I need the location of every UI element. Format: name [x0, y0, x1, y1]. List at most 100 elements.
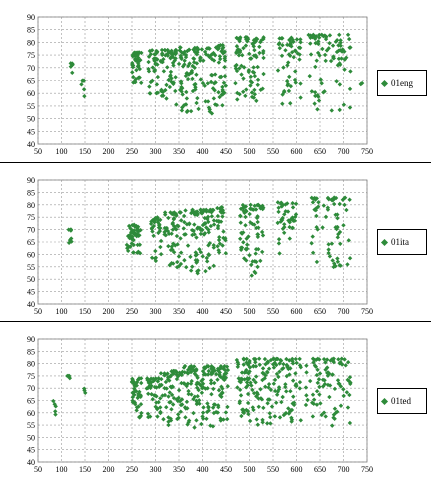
x-tick-label: 450: [220, 307, 232, 316]
data-point: [158, 217, 163, 223]
data-point: [237, 236, 243, 241]
data-point: [83, 390, 88, 396]
data-points: [68, 32, 365, 116]
data-point: [139, 410, 144, 416]
data-point: [173, 243, 178, 248]
data-point: [330, 358, 336, 363]
x-tick-label: 500: [244, 307, 256, 316]
x-tick-label: 700: [338, 465, 350, 474]
data-point: [150, 397, 155, 402]
data-point: [216, 90, 221, 95]
data-point: [345, 405, 351, 410]
data-point: [205, 372, 211, 377]
data-point: [236, 376, 241, 381]
data-point: [239, 370, 245, 375]
data-point: [310, 392, 316, 397]
data-point: [346, 238, 351, 243]
data-point: [264, 369, 270, 375]
data-point: [168, 69, 174, 75]
data-point: [255, 392, 260, 397]
data-point: [253, 374, 259, 379]
data-point: [328, 358, 333, 363]
data-point: [321, 410, 327, 415]
data-point: [166, 419, 171, 424]
data-point: [315, 227, 320, 232]
data-point: [210, 405, 216, 410]
data-point: [275, 389, 281, 394]
data-point: [153, 248, 158, 254]
data-point: [252, 203, 257, 209]
data-point: [255, 219, 260, 225]
data-point: [317, 53, 322, 58]
data-point: [195, 375, 200, 380]
data-point: [184, 383, 189, 389]
data-point: [347, 256, 353, 261]
data-point: [211, 368, 217, 373]
data-point: [257, 44, 262, 49]
data-point: [342, 49, 347, 54]
data-point: [255, 82, 260, 88]
data-point: [158, 371, 164, 376]
data-point: [183, 415, 188, 420]
data-point: [171, 63, 176, 68]
data-point: [149, 219, 154, 224]
data-point: [184, 89, 189, 95]
data-point: [218, 418, 223, 423]
data-point: [179, 89, 184, 94]
data-point: [131, 390, 136, 395]
data-point: [203, 99, 208, 104]
data-point: [218, 416, 223, 421]
data-point: [145, 376, 150, 381]
data-point: [185, 76, 191, 82]
data-point: [258, 396, 264, 401]
data-point: [68, 64, 74, 69]
y-tick-label: 80: [27, 201, 35, 210]
data-point: [310, 400, 315, 405]
data-point: [281, 361, 286, 367]
data-point: [316, 39, 321, 44]
data-point: [337, 82, 343, 87]
data-point: [186, 47, 192, 53]
data-point: [206, 368, 211, 374]
data-point: [154, 82, 160, 87]
data-point: [182, 363, 188, 369]
data-point: [326, 242, 331, 247]
data-point: [331, 359, 337, 365]
data-point: [158, 251, 164, 257]
data-point: [258, 258, 263, 264]
data-point: [196, 106, 201, 112]
data-point: [178, 261, 184, 267]
data-point: [338, 403, 344, 408]
data-point: [185, 367, 191, 373]
data-point: [287, 224, 292, 230]
data-point: [138, 402, 144, 407]
data-point: [335, 409, 340, 414]
data-point: [53, 412, 58, 417]
y-tick-label: 45: [27, 288, 35, 297]
data-point: [241, 205, 247, 210]
data-point: [272, 388, 278, 394]
data-point: [246, 69, 251, 75]
data-point: [138, 227, 143, 233]
data-point: [209, 111, 215, 116]
data-point: [183, 208, 188, 213]
data-point: [293, 69, 298, 74]
data-point: [138, 413, 144, 419]
data-point: [239, 231, 245, 236]
data-point: [223, 238, 228, 243]
data-point: [275, 68, 281, 73]
data-point: [177, 399, 183, 404]
data-point: [178, 250, 184, 255]
data-point: [132, 392, 137, 398]
data-point: [241, 362, 246, 367]
data-point: [204, 209, 209, 214]
data-point: [204, 409, 210, 415]
data-point: [215, 223, 221, 229]
data-point: [194, 72, 199, 77]
data-point: [250, 405, 256, 410]
data-point: [169, 79, 174, 84]
data-point: [263, 373, 268, 378]
data-point: [176, 388, 182, 393]
data-point: [216, 404, 221, 410]
